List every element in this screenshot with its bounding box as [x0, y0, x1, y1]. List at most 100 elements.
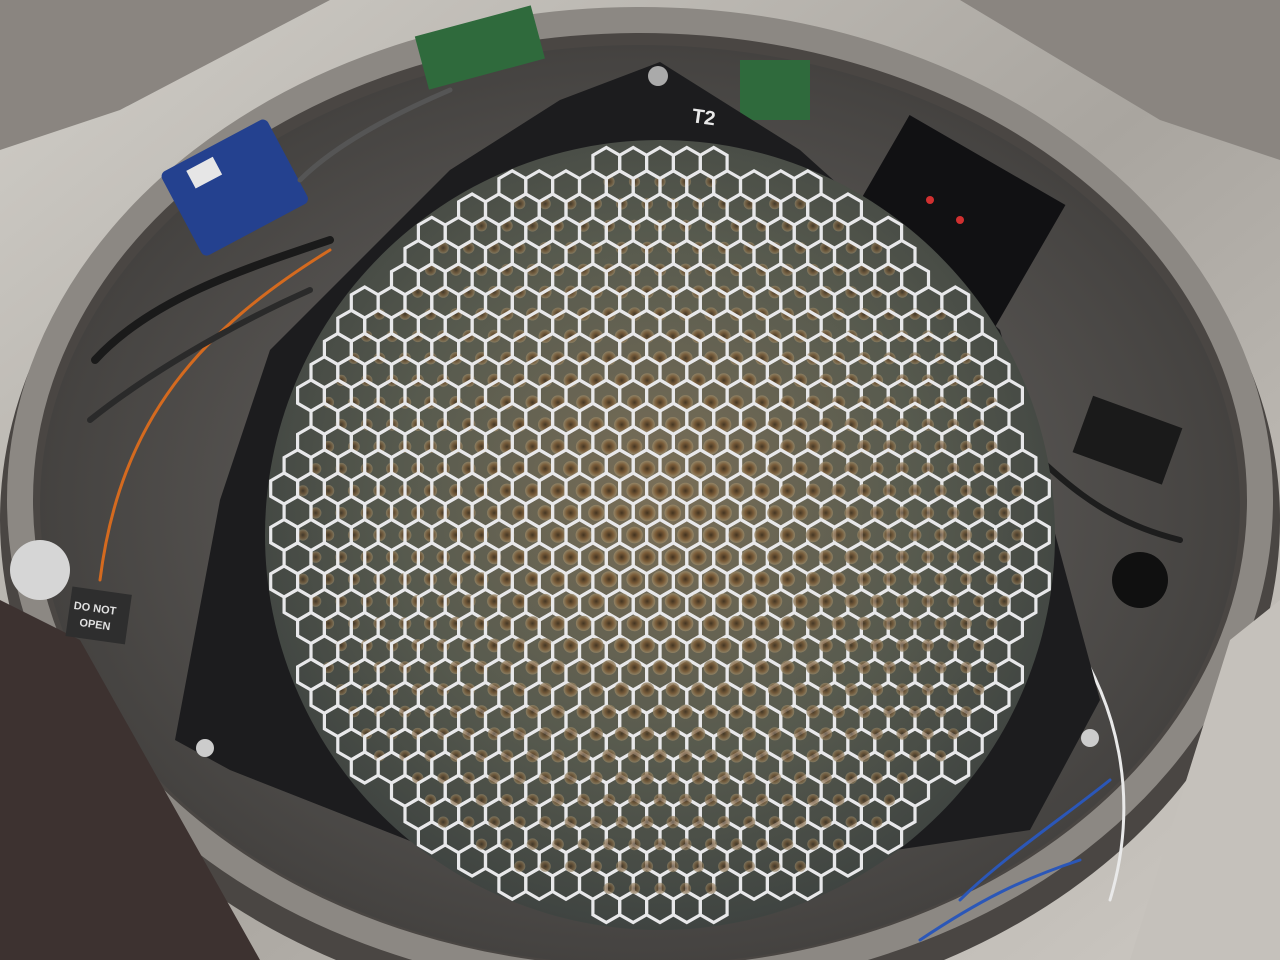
circuit-board-top: [414, 5, 810, 120]
pmt-window: [678, 395, 693, 410]
black-control-box: [834, 115, 1066, 335]
pmt-window: [793, 682, 808, 697]
pmt-window: [845, 816, 857, 828]
pmt-window: [475, 838, 488, 850]
pmt-window: [767, 593, 783, 609]
pmt-window: [564, 771, 578, 785]
pmt-window: [883, 661, 896, 674]
pmt-window: [679, 793, 692, 807]
pmt-window: [640, 682, 655, 697]
pmt-window: [550, 616, 566, 631]
pmt-window: [577, 838, 590, 851]
pmt-window: [883, 705, 896, 718]
pmt-window: [705, 882, 717, 895]
pmt-window: [588, 504, 605, 521]
pmt-window: [741, 505, 758, 521]
pmt-window: [871, 816, 883, 828]
housing-inner-wall: [7, 7, 1273, 960]
pmt-window: [499, 616, 515, 631]
pmt-window: [805, 616, 821, 631]
pmt-window: [895, 462, 909, 476]
pmt-window: [552, 838, 564, 850]
pmt-window: [360, 506, 373, 519]
pmt-window: [537, 505, 553, 521]
pmt-window: [614, 637, 630, 654]
pmt-window: [704, 749, 718, 763]
pmt-window: [539, 816, 552, 829]
pmt-window: [844, 638, 858, 653]
pmt-window: [613, 460, 630, 477]
pmt-window: [499, 527, 515, 543]
pmt-window: [641, 815, 654, 829]
pmt-window: [692, 816, 705, 829]
pmt-window: [601, 615, 617, 632]
pmt-window: [805, 572, 821, 587]
pmt-window: [360, 551, 373, 564]
pmt-window: [870, 638, 884, 652]
pmt-window: [998, 507, 1010, 519]
floor-port-left: [10, 540, 70, 600]
pmt-window: [677, 438, 694, 455]
pmt-window: [436, 506, 450, 520]
pmt-window: [1011, 529, 1023, 541]
pmt-window: [947, 506, 960, 519]
pmt-window: [794, 816, 807, 828]
pmt-window: [793, 638, 808, 653]
pmt-window: [613, 548, 630, 566]
pmt-window: [741, 638, 757, 653]
pmt-window: [729, 704, 744, 719]
pmt-window: [908, 617, 922, 630]
pmt-window: [908, 440, 922, 453]
pmt-window: [730, 838, 743, 851]
pmt-window: [602, 749, 616, 763]
pmt-window: [590, 816, 603, 829]
pmt-window: [832, 749, 845, 763]
pmt-window: [715, 549, 732, 566]
pmt-window: [501, 794, 513, 806]
pmt-window: [973, 684, 985, 696]
pmt-window: [627, 660, 642, 675]
pmt-window: [972, 551, 985, 563]
pmt-window: [575, 615, 592, 632]
warning-label-line2: OPEN: [79, 617, 112, 633]
pmt-window: [947, 728, 959, 740]
pmt-window: [588, 549, 605, 566]
pmt-window: [716, 682, 731, 697]
pmt-window: [870, 506, 884, 520]
pmt-window: [844, 550, 859, 564]
pmt-window: [462, 772, 475, 784]
pmt-window: [475, 794, 488, 806]
pmt-window: [743, 816, 756, 829]
pmt-window: [562, 505, 579, 521]
cable-bundle: [87, 87, 1183, 942]
pmt-window: [512, 638, 527, 653]
pmt-window: [895, 594, 909, 608]
frame-beam-bottom-right: [1130, 600, 1280, 960]
pmt-window: [754, 483, 770, 499]
pmt-window: [677, 571, 694, 588]
pmt-window: [603, 838, 615, 851]
pmt-window: [537, 549, 553, 565]
pmt-window: [639, 593, 656, 610]
pmt-window: [601, 482, 617, 499]
pmt-window: [615, 860, 628, 873]
pmt-window: [820, 816, 832, 828]
pmt-window: [768, 771, 782, 785]
pmt-window: [602, 793, 616, 807]
pmt-window: [602, 704, 616, 719]
pmt-window: [513, 816, 526, 828]
blue-power-module: [161, 119, 308, 256]
pmt-window: [564, 727, 578, 741]
pmt-window: [613, 593, 630, 610]
pmt-window: [512, 549, 528, 565]
pmt-window: [756, 838, 768, 850]
pmt-window: [703, 482, 719, 499]
pmt-window: [626, 438, 643, 455]
pmt-window: [614, 682, 629, 697]
pmt-window: [857, 661, 871, 674]
pmt-window: [641, 860, 653, 873]
pmt-window: [424, 705, 437, 718]
pmt-window: [666, 285, 680, 299]
pmt-window: [921, 550, 935, 564]
pmt-window: [615, 771, 629, 785]
